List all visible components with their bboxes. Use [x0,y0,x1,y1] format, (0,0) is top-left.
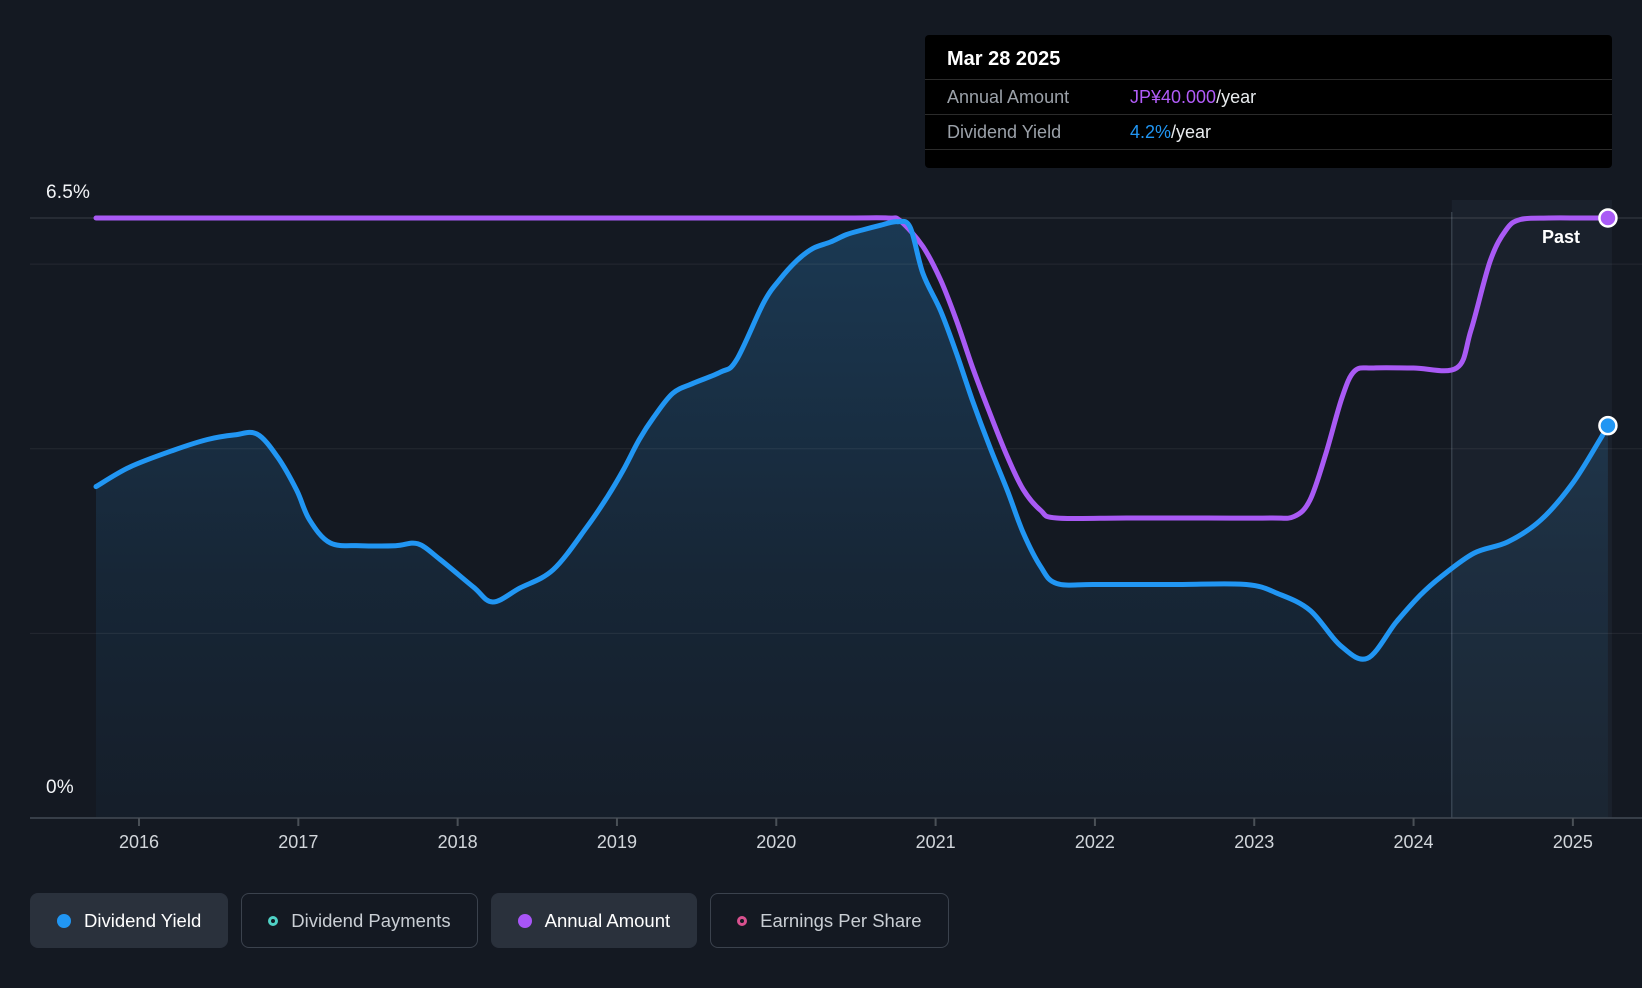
tooltip-row-dividend-yield: Dividend Yield 4.2%/year [925,115,1612,150]
x-axis-label-2016: 2016 [118,832,160,852]
tooltip-date: Mar 28 2025 [925,35,1612,80]
dividend-payments-legend-dot-icon [268,915,279,926]
tooltip-row-value: 4.2% [1130,121,1172,142]
x-axis-label-2019: 2019 [596,832,637,852]
x-axis-label-2021: 2021 [915,832,956,852]
dividend-payments-legend-button[interactable]: Dividend Payments [241,893,478,948]
x-axis-label-2018: 2018 [437,832,478,852]
tooltip-row-annual-amount: Annual Amount JP¥40.000/year [925,80,1612,115]
earnings-per-share-legend-dot-icon [737,915,748,926]
earnings-per-share-legend-button[interactable]: Earnings Per Share [710,893,949,948]
legend-label: Dividend Yield [84,909,202,931]
tooltip-row-suffix: /year [1171,121,1212,142]
annual-amount-legend-button[interactable]: Annual Amount [490,893,698,948]
legend: Dividend Yield Dividend Payments Annual Am… [30,893,949,948]
tooltip-rows: Annual Amount JP¥40.000/year Dividend Yiel… [925,80,1612,150]
annual-amount-legend-dot-icon [517,913,532,928]
x-axis: 2016 2017 2018 2019 2020 2021 2022 2023 2024 2025 [0,832,1642,860]
x-axis-label-2020: 2020 [756,832,797,852]
legend-label: Annual Amount [544,909,671,931]
recent-period-highlight-band [1451,200,1612,818]
dividend-yield-legend-dot-icon [57,913,71,928]
x-axis-label-2024: 2024 [1393,832,1434,852]
legend-label: Earnings Per Share [760,909,922,931]
dividend-yield-end-marker[interactable] [1598,415,1618,436]
tooltip-row-suffix: /year [1216,86,1257,107]
annual-amount-line [93,215,1611,522]
y-axis-zero-label: 0% [46,777,74,798]
y-axis-max-label: 6.5% [46,182,91,203]
tooltip-row-value: JP¥40.000 [1130,86,1217,107]
x-axis-label-2023: 2023 [1234,832,1275,852]
tooltip-row-label: Annual Amount [947,86,1070,107]
x-axis-label-2025: 2025 [1552,832,1593,852]
legend-label: Dividend Payments [291,909,451,931]
past-label: Past [1542,227,1581,247]
chart-tooltip: Mar 28 2025 Annual Amount JP¥40.000/year D… [925,35,1612,168]
x-axis-label-2022: 2022 [1074,832,1115,852]
dividend-yield-area [96,221,1608,818]
tooltip-row-label: Dividend Yield [947,121,1062,142]
dividend-yield-legend-button[interactable]: Dividend Yield [30,893,229,948]
dividend-yield-line [93,218,1611,662]
x-axis-label-2017: 2017 [278,832,319,852]
annual-amount-end-marker[interactable] [1598,208,1618,228]
